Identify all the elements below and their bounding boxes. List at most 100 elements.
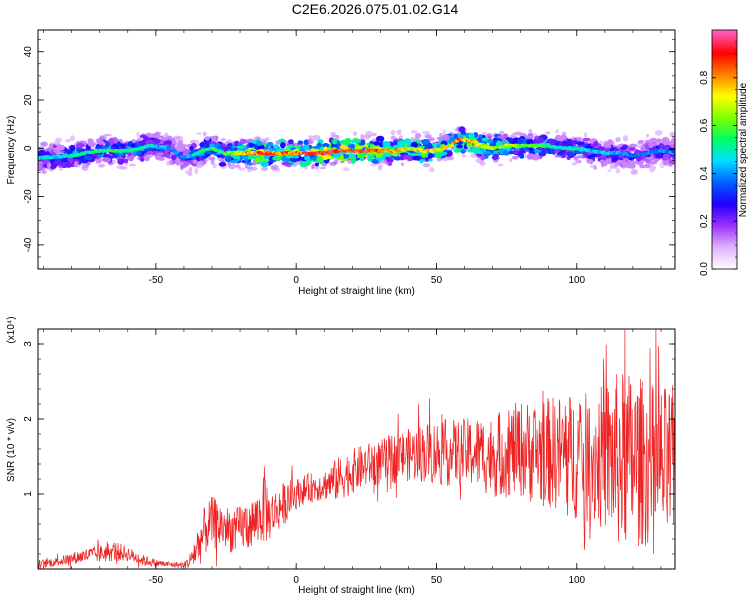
colorbar-swatch [712,231,737,234]
spectrogram-x-tick-label: -50 [149,275,164,286]
spectrogram-cell [350,139,359,144]
colorbar-swatch [712,63,737,67]
spectrogram-cell [260,161,269,168]
spectrogram-cell [411,130,418,134]
colorbar-swatch [712,115,737,119]
spectrogram-cell [235,164,241,169]
spectrogram-cell [604,158,612,165]
colorbar-swatch [712,61,737,65]
spectrogram-cell [434,154,443,158]
spectrogram-cell [272,156,279,161]
spectrogram-cell [296,145,301,150]
colorbar-swatch [712,189,737,192]
colorbar-swatch [712,53,737,57]
snr-y-scale-label: (x10⁴) [6,316,17,343]
spectrogram-ridge [38,126,675,177]
colorbar-swatch [712,213,737,216]
spectrogram-cell [575,155,583,159]
colorbar-swatch [712,249,737,252]
spectrogram-cell [280,141,286,149]
colorbar-swatch [712,205,737,208]
spectrogram-cell [97,163,106,168]
spectrogram-cell [254,157,260,164]
colorbar-swatch [712,103,737,107]
colorbar-tick-label: 0.6 [699,118,710,132]
spectrogram-cell [375,135,385,143]
colorbar-swatch [712,129,737,133]
spectrogram-cell [537,136,544,144]
spectrogram-cell [456,144,463,149]
spectrogram-cell [64,161,73,168]
colorbar-swatch [712,207,737,210]
spectrogram-cell [266,141,274,147]
spectrogram-cell [588,159,594,165]
spectrogram-cell [308,135,314,139]
spectrogram-cell [173,135,181,140]
spectrogram-cell [615,137,621,143]
colorbar-swatch [712,153,737,157]
spectrogram-cell [263,154,270,159]
colorbar-swatch [712,131,737,135]
spectrogram-cell [613,161,620,168]
spectrogram-cell [516,131,522,136]
spectrogram-cell [194,168,198,175]
colorbar-swatch [712,127,737,131]
spectrogram-cell [155,152,164,157]
spectrogram-cell [554,134,562,141]
colorbar-swatch [712,125,737,129]
spectrogram-cell [299,161,308,168]
spectrogram-cell [347,143,356,149]
spectrogram-cell [65,139,71,143]
spectrogram-cell [167,135,172,141]
colorbar-swatch [712,177,737,180]
spectrogram-cell [307,160,312,165]
spectrogram-cell [343,167,350,172]
colorbar-swatch [712,183,737,186]
colorbar-swatch [712,55,737,59]
spectrogram-y-tick-label: 40 [23,46,34,58]
spectrogram-cell [411,155,421,161]
colorbar-swatch [712,97,737,101]
spectrogram-cell [621,161,630,168]
colorbar-swatch [712,197,737,200]
spectrogram-cell [602,143,610,148]
colorbar-swatch [712,175,737,178]
colorbar-swatch [712,267,737,270]
colorbar: 0.0 0.2 0.4 0.6 0.8 Normalized spectral ampl… [699,29,749,276]
spectrogram-cell [339,154,344,160]
colorbar-swatch [712,151,737,155]
spectrogram-cell [372,132,377,136]
colorbar-swatch [712,261,737,264]
spectrogram-cell [273,144,279,150]
spectrogram-cell [527,153,536,160]
spectrogram-cell [127,151,133,157]
spectrogram-cell [460,149,466,154]
colorbar-swatch [712,185,737,188]
spectrogram-cell [261,166,268,172]
spectrogram-cell [439,133,443,138]
snr-y-tick-label: 3 [23,341,34,347]
spectrogram-cell [561,154,566,159]
spectrogram-cell [281,161,291,166]
spectrogram-cell [576,141,585,146]
spectrogram-cell [136,131,140,138]
spectrogram-cell [214,142,221,148]
spectrogram-cell [350,156,357,164]
spectrogram-cell [599,159,605,164]
colorbar-swatch [712,51,737,55]
colorbar-swatch [712,119,737,123]
colorbar-swatch [712,235,737,238]
snr-x-tick-label: 50 [431,575,443,586]
colorbar-swatch [712,109,737,113]
spectrogram-cell [270,164,279,171]
colorbar-swatch [712,113,737,117]
colorbar-swatch [712,57,737,61]
colorbar-swatch [712,37,737,41]
spectrogram-cell [145,139,155,146]
spectrogram-cell [636,155,642,162]
colorbar-swatch [712,201,737,204]
colorbar-swatch [712,247,737,250]
spectrogram-cell [312,134,321,141]
colorbar-swatch [712,263,737,266]
colorbar-swatch [712,33,737,37]
